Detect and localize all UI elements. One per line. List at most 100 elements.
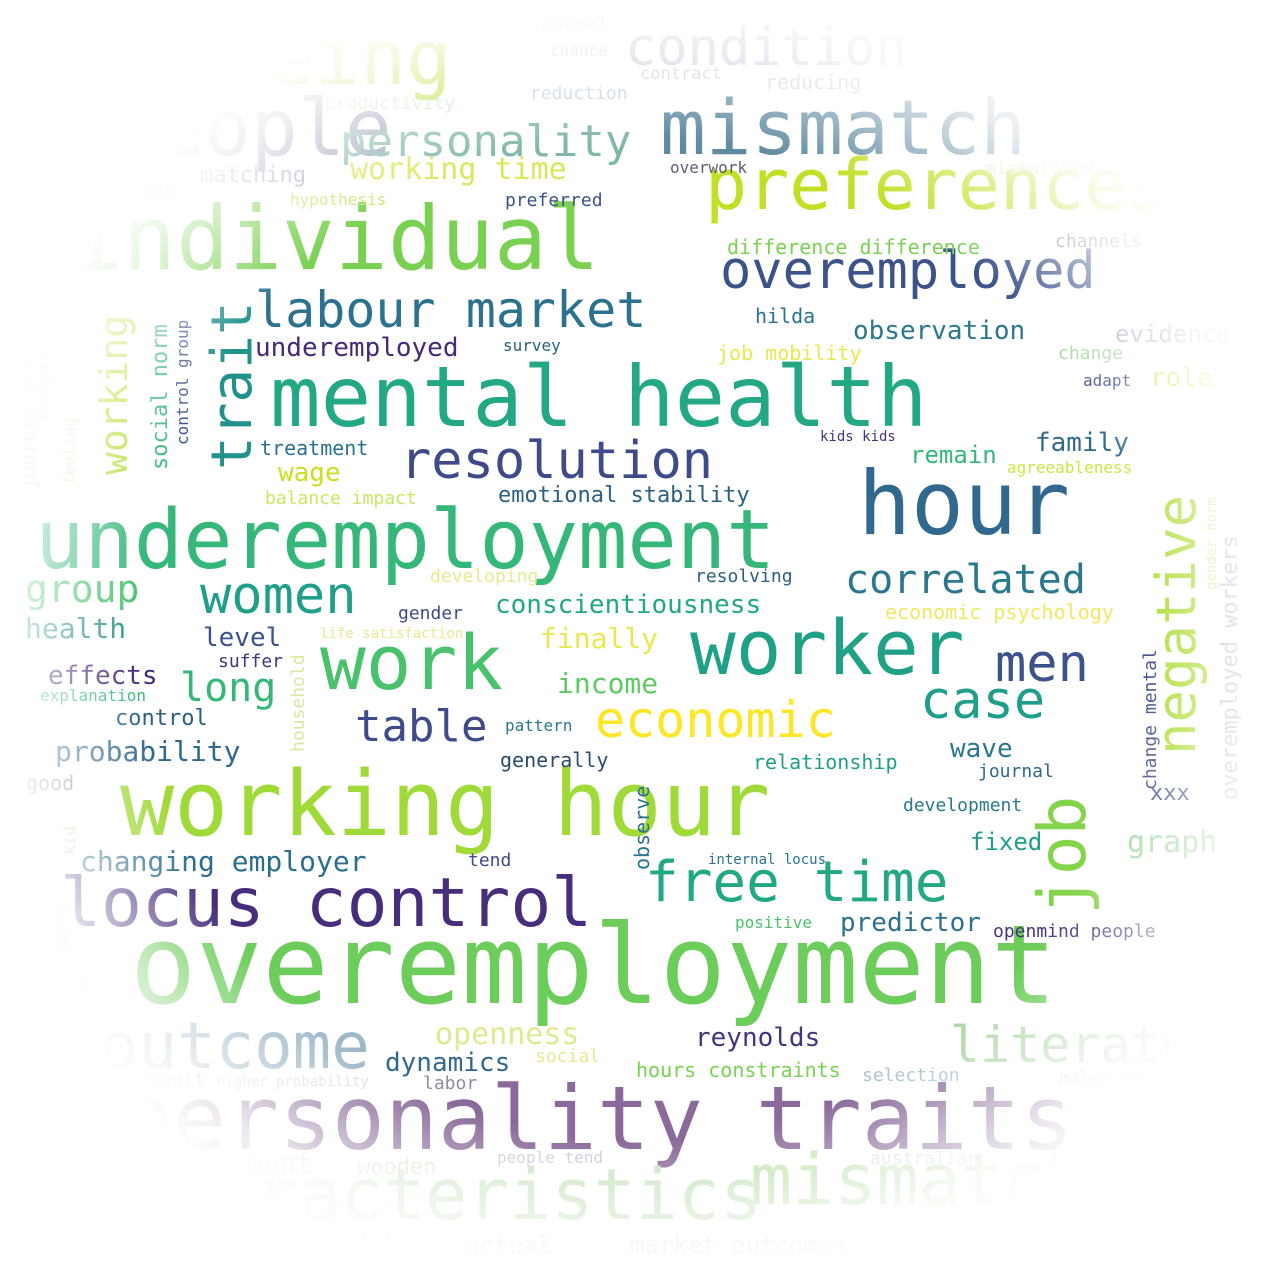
word-higher-probability: higher probability: [217, 1074, 369, 1090]
word-tend: tend: [468, 850, 512, 871]
word-control-group: control group: [173, 319, 192, 445]
word-feeling: feeling: [60, 417, 79, 485]
word-hilda: hilda: [755, 304, 816, 328]
word-social-norm: social norm: [148, 324, 173, 470]
word-labor: labor: [423, 1073, 478, 1094]
word-working: working: [92, 314, 136, 475]
word-predictor: predictor: [840, 908, 981, 938]
word-balance-impact: balance impact: [265, 488, 417, 509]
word-internal-locus: internal locus: [708, 852, 827, 868]
word-estimation: estimation: [1258, 891, 1279, 1000]
word-health: health: [25, 612, 127, 645]
word-change-mental: change mental: [1140, 649, 1161, 790]
word-market-outcomes: market outcomes: [630, 1231, 847, 1259]
word-overemployed-workers: overemployed workers: [1218, 535, 1243, 800]
word-case: case: [920, 671, 1046, 731]
word-group: group: [25, 567, 140, 611]
word-underemployment: underemployment: [35, 493, 776, 588]
word-observation: observation: [853, 316, 1026, 346]
word-mental-health: mental health: [270, 348, 928, 446]
word-difference-difference: difference difference: [727, 235, 980, 259]
word-productivity: productivity: [325, 93, 456, 114]
word-survey: survey: [503, 336, 561, 355]
word-conscientiousness: conscientiousness: [495, 590, 762, 620]
word-emotional-stability: emotional stability: [498, 483, 750, 508]
word-generally: generally: [500, 748, 609, 772]
word-treatment: treatment: [260, 436, 369, 460]
word-economic-psychology: economic psychology: [885, 600, 1114, 624]
word-kids-kids: kids kids: [820, 429, 896, 445]
word-social: social: [535, 1046, 601, 1067]
word-life-satisfaction: life satisfaction: [320, 626, 464, 642]
word-age: age: [143, 181, 176, 202]
word-women: women: [200, 566, 357, 626]
word-result: result: [140, 1070, 206, 1091]
word-working-hour: working hour: [120, 752, 771, 857]
word-resolving: resolving: [695, 566, 793, 587]
word-reducing: reducing: [765, 70, 862, 94]
word-remain: remain: [910, 441, 997, 469]
word-household: household: [288, 654, 309, 752]
word-account: account: [195, 1147, 314, 1180]
word-evidence: evidence: [1115, 320, 1231, 348]
word-mismatched: mismatched: [985, 158, 1094, 179]
word-journal-economic: journal economic: [16, 297, 40, 490]
word-correlated: correlated: [845, 557, 1086, 603]
word-gender-norm: gender norm: [1204, 497, 1220, 590]
word-relationship: relationship: [753, 750, 898, 774]
word-underemployed: underemployed: [255, 333, 459, 363]
word-changing: changing: [37, 352, 53, 420]
word-observe: observe: [630, 785, 654, 870]
word-family: family: [1035, 428, 1129, 458]
word-role: role: [1150, 363, 1213, 393]
word-control: control: [115, 706, 208, 731]
word-males-females: males females: [1060, 1068, 1186, 1087]
word-chance: chance: [550, 41, 608, 60]
word-explanation: explanation: [40, 686, 146, 705]
word-table: table: [355, 701, 488, 752]
word-actual: actual: [465, 1231, 552, 1259]
word-labour-market: labour market: [255, 281, 647, 339]
word-changing-employer: changing employer: [80, 845, 367, 878]
word-australian: australian: [870, 1148, 979, 1169]
word-hypothesis: hypothesis: [290, 190, 387, 209]
word-selection: selection: [862, 1065, 960, 1086]
word-level: level: [203, 623, 282, 653]
word-reynolds: reynolds: [695, 1023, 821, 1053]
word-hours-constraints: hours constraints: [636, 1058, 841, 1082]
word-journal: journal: [978, 761, 1054, 782]
word-overwork: overwork: [670, 158, 748, 177]
word-working-time: working time: [350, 152, 567, 187]
word-adapt: adapt: [1083, 371, 1132, 390]
word-openmind-people: openmind people: [993, 921, 1156, 942]
word-graph: graph: [1127, 825, 1218, 860]
word-wave: wave: [950, 734, 1013, 764]
word-general: general: [540, 13, 608, 32]
word-developing: developing: [430, 566, 539, 587]
word-variable: variable: [48, 903, 72, 1000]
word-resolution: resolution: [400, 431, 714, 491]
word-income: income: [557, 667, 659, 700]
word-finally: finally: [540, 622, 659, 655]
word-suffer: suffer: [218, 651, 284, 672]
word-kid: kid: [60, 826, 79, 855]
word-long: long: [180, 665, 277, 711]
word-gender: gender: [398, 603, 464, 624]
word-agreeableness: agreeableness: [1007, 458, 1133, 477]
word-change: change: [1058, 343, 1124, 364]
word-preferred: preferred: [505, 190, 603, 211]
word-matching: matching: [200, 163, 306, 188]
word-positive: positive: [735, 913, 813, 932]
word-wage: wage: [278, 458, 341, 488]
word-preferences: preferences: [705, 144, 1169, 226]
word-trait: trait: [200, 301, 265, 470]
word-literature: literature: [950, 1016, 1252, 1074]
word-development: development: [903, 795, 1023, 816]
word-probability: probability: [55, 735, 241, 768]
word-channels: channels: [1055, 231, 1142, 252]
word-pattern: pattern: [505, 716, 573, 735]
word-review: review: [73, 977, 92, 1035]
word-wooden: wooden: [357, 1155, 437, 1180]
word-good: good: [26, 771, 75, 795]
